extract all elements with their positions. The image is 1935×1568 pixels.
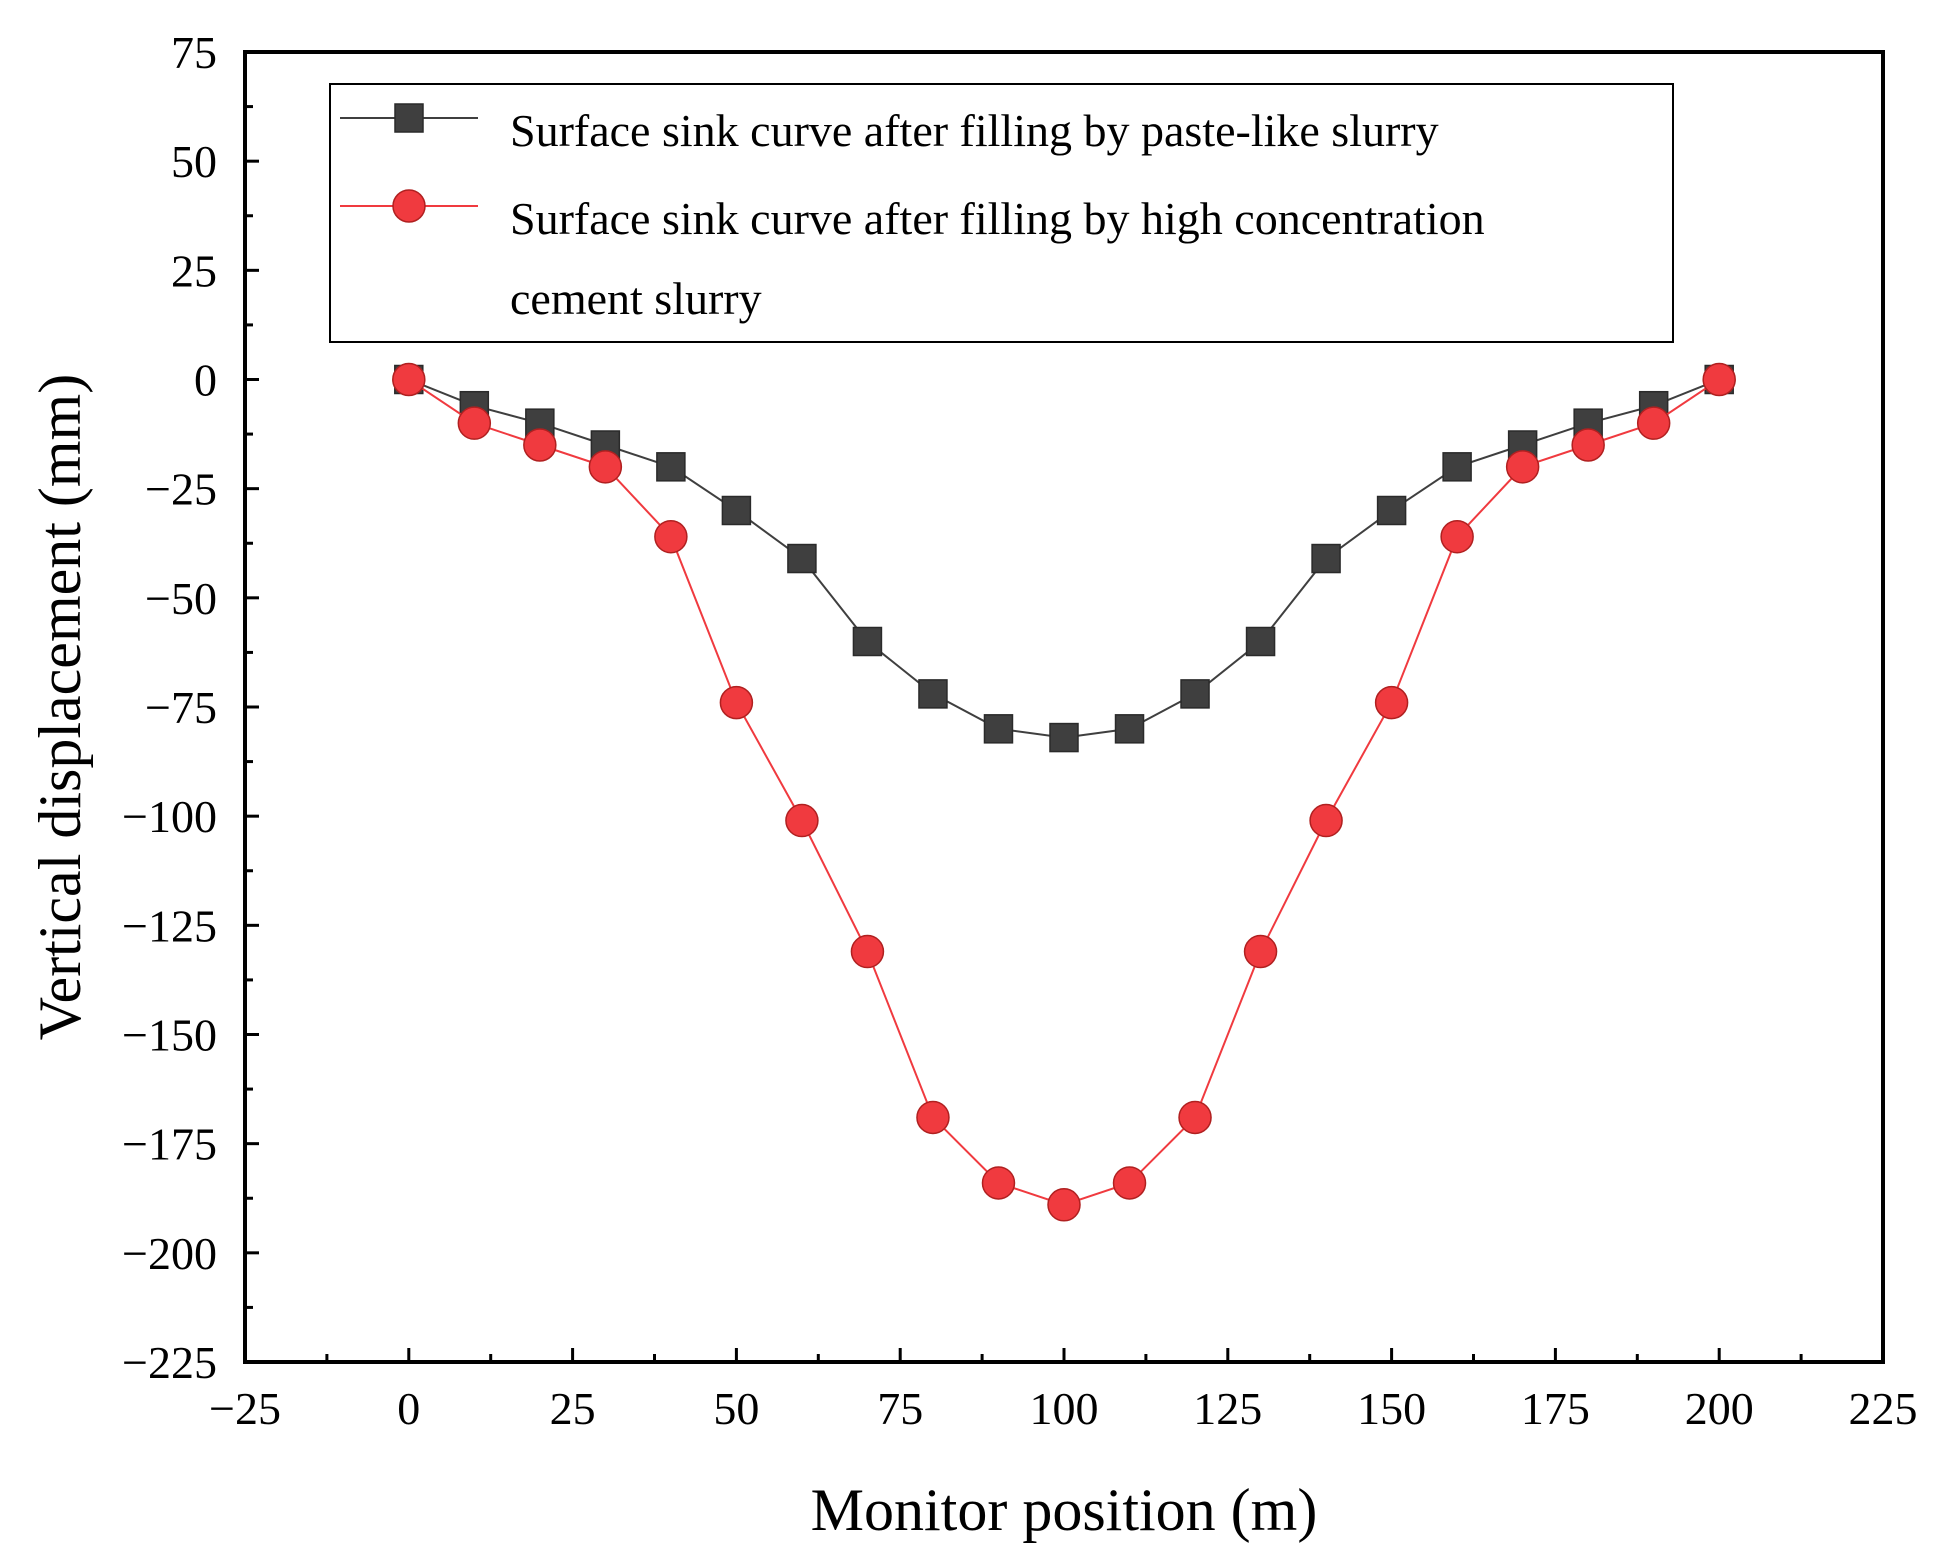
- y-tick-label: −100: [122, 791, 217, 842]
- square-point: [918, 679, 948, 709]
- square-point: [983, 714, 1014, 744]
- circle-point: [1702, 362, 1736, 397]
- legend-label: Surface sink curve after filling by past…: [510, 105, 1439, 156]
- circle-point: [523, 428, 557, 462]
- y-tick-label: −50: [145, 573, 217, 624]
- legend: Surface sink curve after filling by past…: [329, 83, 1674, 343]
- x-tick-label: 225: [1849, 1383, 1918, 1434]
- circle-point: [1440, 519, 1474, 554]
- legend-label: cement slurry: [510, 273, 762, 324]
- x-tick-label: 100: [1030, 1383, 1099, 1434]
- series-1: [394, 364, 1734, 753]
- circle-point: [1112, 1166, 1147, 1200]
- square-point: [787, 543, 817, 574]
- y-tick-label: −125: [122, 900, 217, 951]
- y-tick-label: 0: [194, 355, 217, 406]
- square-point: [1180, 679, 1210, 709]
- series-2: [392, 362, 1736, 1222]
- x-tick-label: 200: [1685, 1383, 1754, 1434]
- x-tick-labels: −25 0 25 50 75 100 125 150 175 200 225: [209, 1383, 1917, 1434]
- square-point: [1245, 626, 1276, 657]
- circle-point: [1636, 406, 1671, 440]
- legend-label: Surface sink curve after filling by high…: [510, 193, 1485, 244]
- square-point: [1376, 495, 1407, 526]
- x-tick-label: 75: [877, 1383, 923, 1434]
- square-point: [656, 452, 686, 482]
- x-tick-label: −25: [209, 1383, 281, 1434]
- y-tick-label: 25: [171, 245, 217, 296]
- circle-point: [1309, 803, 1343, 838]
- axis-ticks: [243, 50, 1885, 1364]
- square-point: [721, 495, 752, 526]
- circle-point: [457, 406, 492, 440]
- circle-point: [850, 934, 885, 969]
- circle-point: [1505, 450, 1540, 484]
- legend-entry-2: Surface sink curve after filling by high…: [340, 189, 1485, 324]
- circle-point: [981, 1166, 1016, 1200]
- legend-marker: [394, 103, 424, 133]
- circle-point: [1571, 428, 1605, 462]
- circle-point: [1178, 1100, 1212, 1135]
- x-tick-label: 0: [397, 1383, 420, 1434]
- y-tick-label: −225: [122, 1337, 217, 1388]
- y-tick-label: 75: [171, 27, 217, 78]
- circle-point: [916, 1100, 950, 1135]
- x-axis-title: Monitor position (m): [811, 1477, 1318, 1543]
- circle-point: [1243, 934, 1278, 969]
- legend-marker: [392, 189, 426, 223]
- x-tick-label: 25: [550, 1383, 596, 1434]
- circle-point: [1047, 1188, 1081, 1222]
- square-point: [1442, 452, 1472, 482]
- circle-point: [719, 685, 754, 720]
- square-point: [852, 626, 883, 657]
- y-axis-title: Vertical displacement (mm): [27, 374, 93, 1040]
- circle-point: [1374, 685, 1409, 720]
- circle-point: [654, 519, 688, 554]
- legend-entry-1: Surface sink curve after filling by past…: [340, 103, 1439, 156]
- y-tick-label: −75: [145, 682, 217, 733]
- circle-point: [392, 362, 426, 397]
- square-point: [1114, 714, 1145, 744]
- y-tick-label: −175: [122, 1119, 217, 1170]
- y-tick-label: −150: [122, 1010, 217, 1061]
- square-point: [1049, 722, 1079, 753]
- square-point: [1311, 543, 1341, 574]
- y-tick-label: −25: [145, 464, 217, 515]
- series-layer: [392, 362, 1736, 1222]
- legend-box: [329, 83, 1674, 343]
- x-tick-label: 150: [1357, 1383, 1426, 1434]
- circle-point: [588, 450, 623, 484]
- y-tick-labels: 75 50 25 0 −25 −50 −75 −100 −125 −150 −175 −200 −225: [122, 27, 217, 1388]
- x-tick-label: 50: [713, 1383, 759, 1434]
- circle-point: [785, 803, 819, 838]
- y-tick-label: −200: [122, 1228, 217, 1279]
- series-line: [408, 378, 1720, 1206]
- y-tick-label: 50: [171, 136, 217, 187]
- x-tick-label: 125: [1193, 1383, 1262, 1434]
- x-tick-label: 175: [1521, 1383, 1590, 1434]
